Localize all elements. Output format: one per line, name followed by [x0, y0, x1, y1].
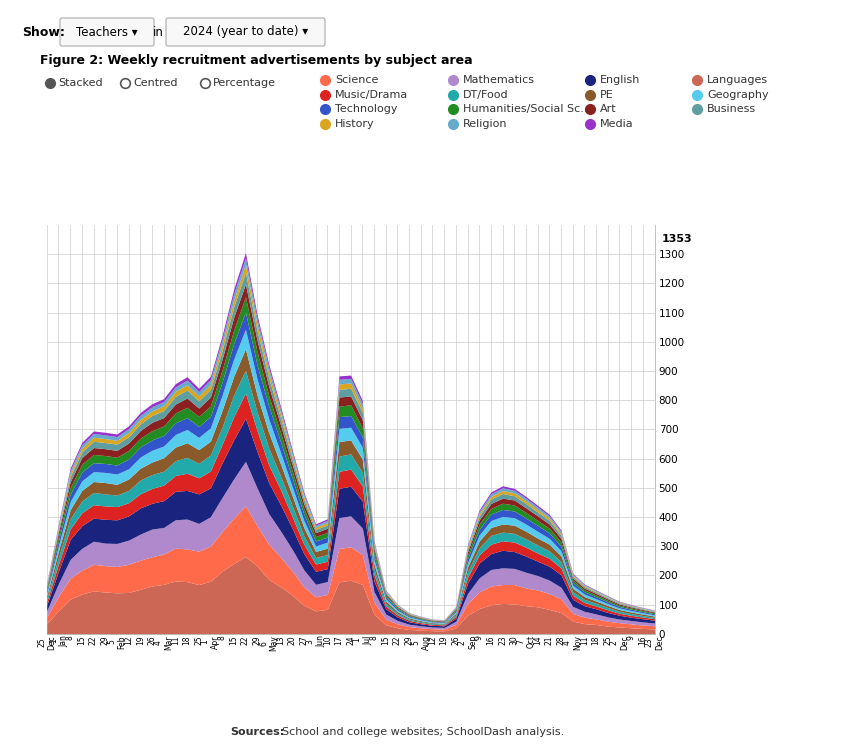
Text: 2024 (year to date) ▾: 2024 (year to date) ▾ — [184, 26, 309, 38]
Text: Languages: Languages — [707, 75, 768, 85]
Text: Figure 2: Weekly recruitment advertisements by subject area: Figure 2: Weekly recruitment advertiseme… — [40, 54, 473, 67]
FancyBboxPatch shape — [60, 18, 154, 46]
Text: Technology: Technology — [335, 104, 398, 114]
Text: Religion: Religion — [463, 119, 507, 129]
Text: Show:: Show: — [22, 26, 65, 38]
Text: Art: Art — [600, 104, 616, 114]
Text: Business: Business — [707, 104, 756, 114]
FancyBboxPatch shape — [166, 18, 325, 46]
Text: Stacked: Stacked — [58, 78, 103, 88]
Text: Humanities/Social Sc...: Humanities/Social Sc... — [463, 104, 591, 114]
Text: School and college websites; SchoolDash analysis.: School and college websites; SchoolDash … — [282, 727, 564, 737]
Text: Percentage: Percentage — [213, 78, 276, 88]
Text: Geography: Geography — [707, 90, 768, 100]
Text: 1353: 1353 — [661, 234, 692, 244]
Text: DT/Food: DT/Food — [463, 90, 508, 100]
Text: in: in — [152, 26, 163, 38]
Text: Media: Media — [600, 119, 633, 129]
Text: History: History — [335, 119, 375, 129]
Text: Centred: Centred — [133, 78, 178, 88]
Text: Science: Science — [335, 75, 378, 85]
Text: Sources:: Sources: — [230, 727, 284, 737]
Text: PE: PE — [600, 90, 614, 100]
Text: English: English — [600, 75, 640, 85]
Text: Music/Drama: Music/Drama — [335, 90, 408, 100]
Text: Teachers ▾: Teachers ▾ — [76, 26, 138, 38]
Text: Mathematics: Mathematics — [463, 75, 535, 85]
